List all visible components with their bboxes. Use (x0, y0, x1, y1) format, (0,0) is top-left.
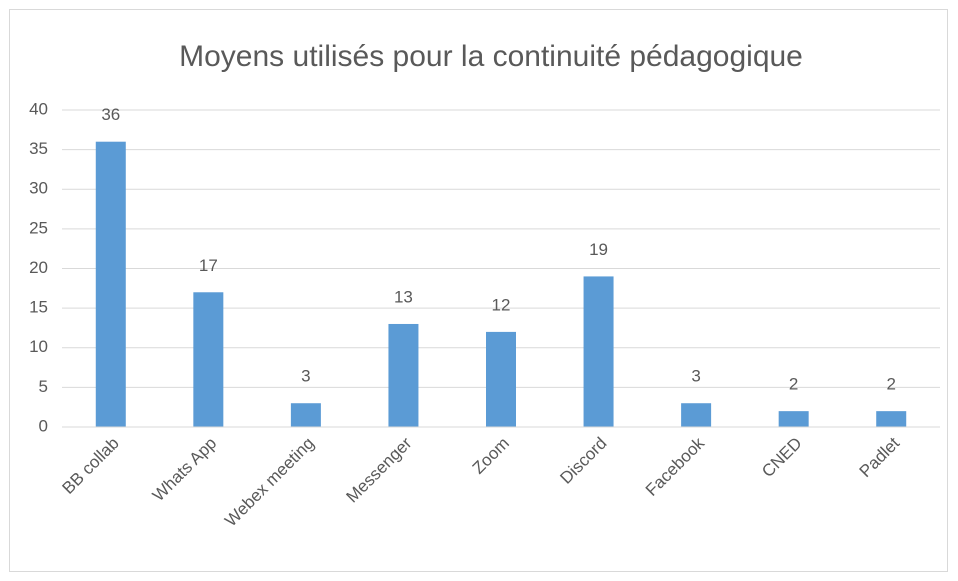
y-tick-label: 25 (29, 218, 48, 237)
bar (486, 331, 516, 427)
data-label: 19 (589, 240, 608, 259)
bar (681, 403, 712, 427)
y-tick-label: 5 (39, 377, 48, 396)
y-tick-label: 30 (29, 179, 48, 198)
bar (876, 411, 907, 427)
bar (290, 403, 321, 427)
y-tick-label: 35 (29, 139, 48, 158)
bar (95, 141, 126, 427)
bar (193, 292, 224, 427)
chart-border (9, 9, 948, 572)
bar (778, 411, 809, 427)
data-label: 17 (199, 256, 218, 275)
bar (388, 323, 419, 427)
y-tick-label: 0 (39, 416, 48, 435)
chart-title: Moyens utilisés pour la continuité pédag… (179, 40, 803, 73)
data-label: 36 (101, 105, 120, 124)
data-label: 3 (691, 367, 700, 386)
y-tick-label: 10 (29, 337, 48, 356)
data-label: 2 (789, 375, 798, 394)
data-label: 2 (886, 375, 895, 394)
data-label: 12 (492, 295, 511, 314)
y-tick-label: 20 (29, 258, 48, 277)
data-label: 3 (301, 367, 310, 386)
y-tick-label: 15 (29, 298, 48, 317)
y-tick-label: 40 (29, 99, 48, 118)
bar (583, 276, 614, 427)
data-label: 13 (394, 287, 413, 306)
